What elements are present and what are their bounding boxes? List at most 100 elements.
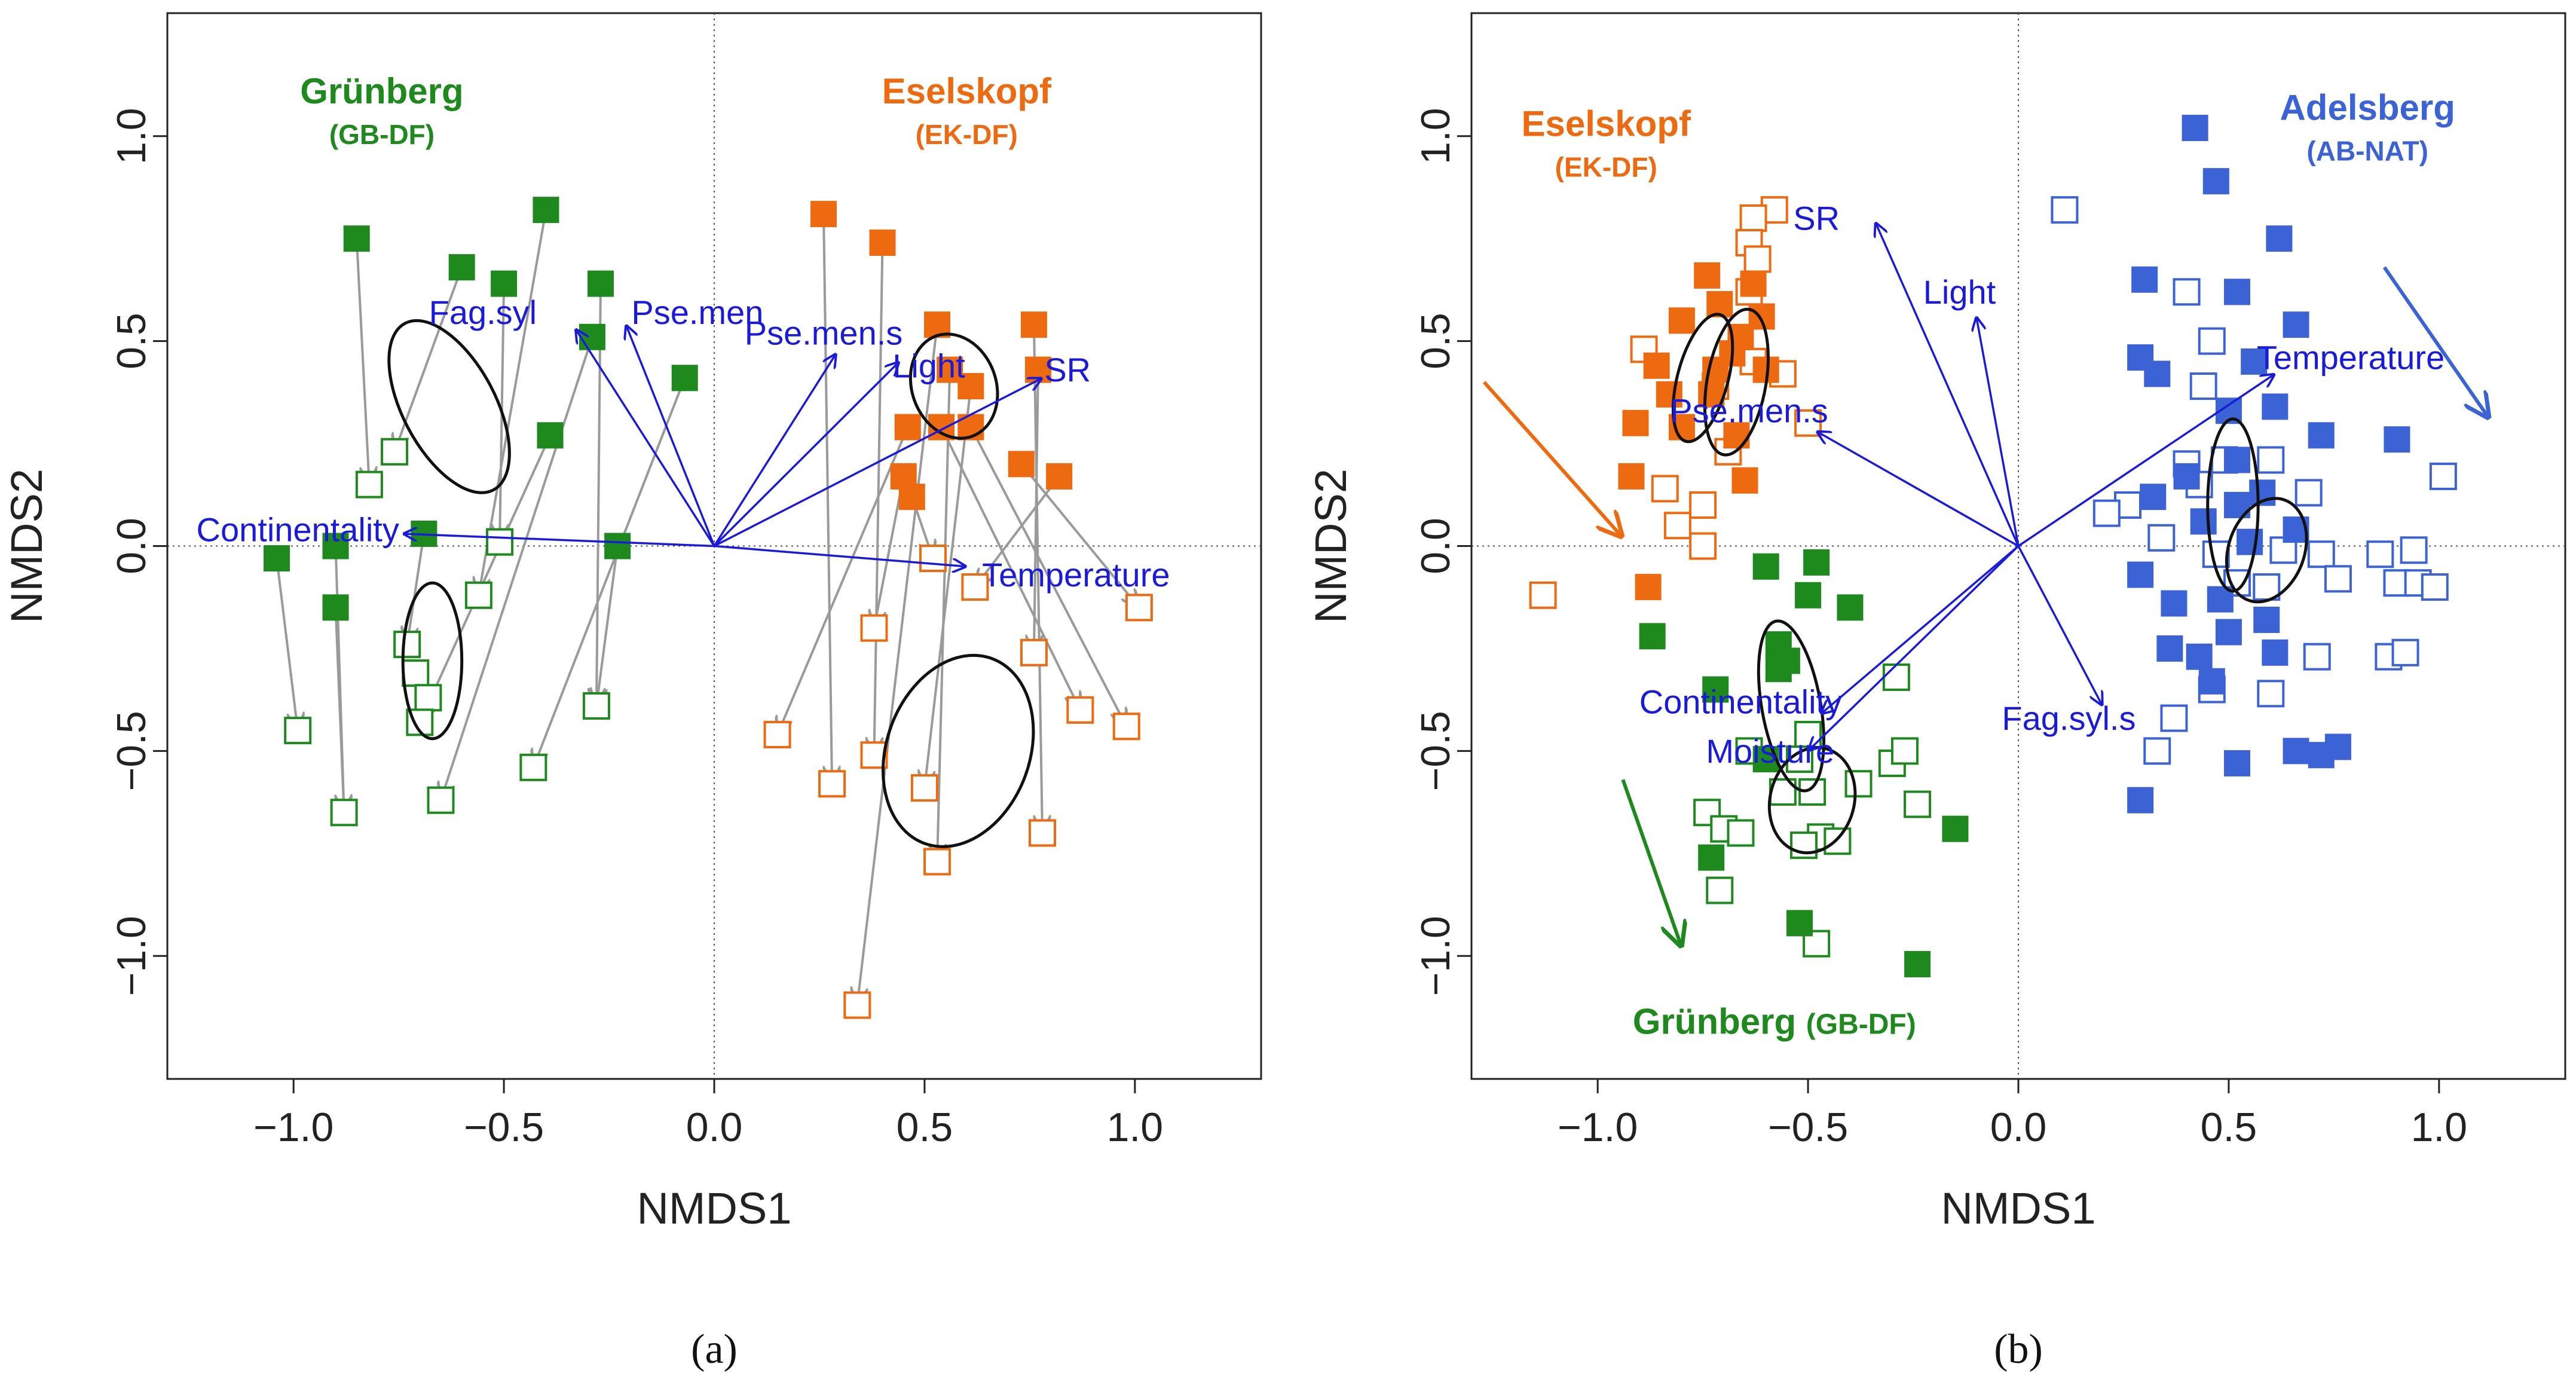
- point-filled-eselskopf-ek-df: [1656, 381, 1682, 408]
- point-filled-gr-nberg-gb-df: [491, 270, 518, 297]
- x-tick-label: −1.0: [253, 1105, 334, 1150]
- vector-label-moisture: Moisture: [1706, 732, 1834, 770]
- y-axis-title: NMDS2: [2, 469, 51, 623]
- point-open-adelsberg-ab-nat: [2051, 196, 2079, 224]
- point-open-gr-nberg-gb-df: [330, 799, 358, 827]
- point-filled-adelsberg-ab-nat: [2190, 508, 2217, 535]
- point-filled-adelsberg-ab-nat: [2237, 528, 2263, 555]
- group-code-eselskopf: (EK-DF): [916, 119, 1018, 150]
- point-filled-eselskopf-ek-df: [1706, 291, 1733, 317]
- point-filled-adelsberg-ab-nat: [2182, 115, 2208, 142]
- point-open-gr-nberg-gb-df: [427, 786, 455, 814]
- vector-moisture: [1808, 545, 2020, 751]
- point-filled-gr-nberg-gb-df: [322, 594, 349, 621]
- point-filled-adelsberg-ab-nat: [2253, 606, 2280, 633]
- x-tick-label: 0.5: [2201, 1105, 2257, 1150]
- point-open-eselskopf-ek-df: [763, 720, 791, 748]
- point-open-eselskopf-ek-df: [1066, 696, 1094, 724]
- vector-continentality: [403, 534, 715, 548]
- point-open-gr-nberg-gb-df: [1824, 827, 1852, 855]
- point-filled-adelsberg-ab-nat: [2186, 643, 2213, 670]
- x-tick-label: 0.0: [1990, 1105, 2047, 1150]
- ellipse-gr-nberg-gb-df: [387, 319, 511, 494]
- point-filled-gr-nberg-gb-df: [1803, 549, 1830, 576]
- point-open-gr-nberg-gb-df: [414, 684, 442, 712]
- point-open-eselskopf-ek-df: [1112, 713, 1140, 741]
- ellipse-eselskopf-ek-df: [908, 332, 999, 440]
- point-filled-eselskopf-ek-df: [810, 201, 837, 228]
- y-tick-label: −0.5: [1413, 711, 1458, 791]
- point-open-gr-nberg-gb-df: [582, 692, 610, 720]
- point-open-adelsberg-ab-nat: [2324, 565, 2352, 593]
- trend-arrow-adelsberg-ab-nat: [2382, 266, 2489, 419]
- shift-arrow: [336, 607, 344, 812]
- point-open-adelsberg-ab-nat: [2160, 704, 2188, 732]
- point-open-adelsberg-ab-nat: [2429, 462, 2457, 490]
- point-open-adelsberg-ab-nat: [2257, 446, 2285, 474]
- point-filled-adelsberg-ab-nat: [2140, 484, 2167, 510]
- point-filled-eselskopf-ek-df: [894, 414, 921, 441]
- y-axis-title: NMDS2: [1306, 469, 1356, 623]
- ellipse-eselskopf-ek-df: [1671, 313, 1734, 444]
- point-filled-adelsberg-ab-nat: [2224, 279, 2250, 305]
- shift-arrow: [822, 213, 832, 784]
- point-filled-adelsberg-ab-nat: [2144, 360, 2171, 387]
- ellipse-gr-nberg-gb-df: [1767, 746, 1857, 855]
- point-filled-gr-nberg-gb-df: [1942, 815, 1969, 842]
- point-open-gr-nberg-gb-df: [381, 438, 409, 466]
- panel-tag: (b): [1994, 1326, 2043, 1372]
- point-open-eselskopf-ek-df: [1529, 581, 1557, 609]
- point-open-gr-nberg-gb-df: [1844, 770, 1873, 798]
- point-open-adelsberg-ab-nat: [2198, 327, 2226, 355]
- point-filled-gr-nberg-gb-df: [1837, 594, 1864, 621]
- point-filled-gr-nberg-gb-df: [1786, 910, 1813, 937]
- vector-label-temperature: Temperature: [982, 556, 1170, 594]
- point-filled-adelsberg-ab-nat: [2308, 422, 2335, 449]
- point-filled-gr-nberg-gb-df: [604, 533, 631, 559]
- y-tick-label: 0.5: [109, 313, 154, 369]
- point-filled-gr-nberg-gb-df: [671, 365, 698, 392]
- y-tick-label: 1.0: [1413, 108, 1458, 164]
- y-tick-label: 1.0: [109, 108, 154, 164]
- point-open-eselskopf-ek-df: [961, 573, 989, 601]
- point-open-adelsberg-ab-nat: [2294, 479, 2323, 507]
- point-filled-gr-nberg-gb-df: [1698, 844, 1725, 871]
- point-filled-eselskopf-ek-df: [1008, 451, 1035, 478]
- point-open-adelsberg-ab-nat: [2202, 540, 2230, 568]
- point-open-gr-nberg-gb-df: [355, 470, 383, 499]
- point-filled-eselskopf-ek-df: [1635, 574, 1662, 601]
- point-filled-gr-nberg-gb-df: [264, 545, 290, 572]
- x-tick-label: 1.0: [1107, 1105, 1164, 1150]
- point-filled-eselskopf-ek-df: [1618, 463, 1645, 490]
- point-filled-gr-nberg-gb-df: [1752, 553, 1779, 580]
- point-open-gr-nberg-gb-df: [1890, 737, 1919, 765]
- point-open-adelsberg-ab-nat: [2147, 524, 2176, 552]
- point-filled-adelsberg-ab-nat: [2202, 168, 2229, 195]
- shift-arrow: [1032, 325, 1042, 833]
- point-filled-eselskopf-ek-df: [1643, 352, 1670, 379]
- panel-a: −1.0 −0.5 0.0 0.5 1.0 −1.0 −0.5 0.0 0.5 1.0 NMDS1 N…: [2, 12, 1262, 1372]
- point-open-gr-nberg-gb-df: [1706, 876, 1734, 904]
- point-filled-adelsberg-ab-nat: [2384, 426, 2410, 453]
- shift-arrow: [596, 283, 601, 706]
- vector-label-fag-syl-s: Fag.syl.s: [2002, 699, 2136, 737]
- point-filled-adelsberg-ab-nat: [2262, 393, 2289, 420]
- point-open-gr-nberg-gb-df: [486, 528, 514, 556]
- point-open-eselskopf-ek-df: [923, 848, 952, 876]
- point-filled-adelsberg-ab-nat: [2173, 463, 2200, 490]
- shift-arrow: [596, 546, 619, 706]
- point-filled-gr-nberg-gb-df: [537, 422, 564, 449]
- group-code-gr-nberg: (GB-DF): [329, 119, 435, 150]
- point-filled-eselskopf-ek-df: [937, 356, 963, 383]
- x-tick-label: −0.5: [1768, 1105, 1848, 1150]
- group-code-adelsberg: (AB-NAT): [2306, 135, 2428, 166]
- vector-label-light: Light: [1923, 273, 1996, 311]
- shift-arrow: [969, 426, 1126, 727]
- point-open-adelsberg-ab-nat: [2421, 573, 2449, 601]
- point-filled-adelsberg-ab-nat: [2283, 311, 2309, 338]
- point-filled-adelsberg-ab-nat: [2127, 561, 2154, 588]
- point-filled-gr-nberg-gb-df: [1752, 746, 1779, 773]
- point-filled-gr-nberg-gb-df: [533, 197, 559, 224]
- panel-b: −1.0 −0.5 0.0 0.5 1.0 −1.0 −0.5 0.0 0.5 1.0 NMDS1 N…: [1306, 12, 2566, 1372]
- vector-sr: [714, 378, 1042, 548]
